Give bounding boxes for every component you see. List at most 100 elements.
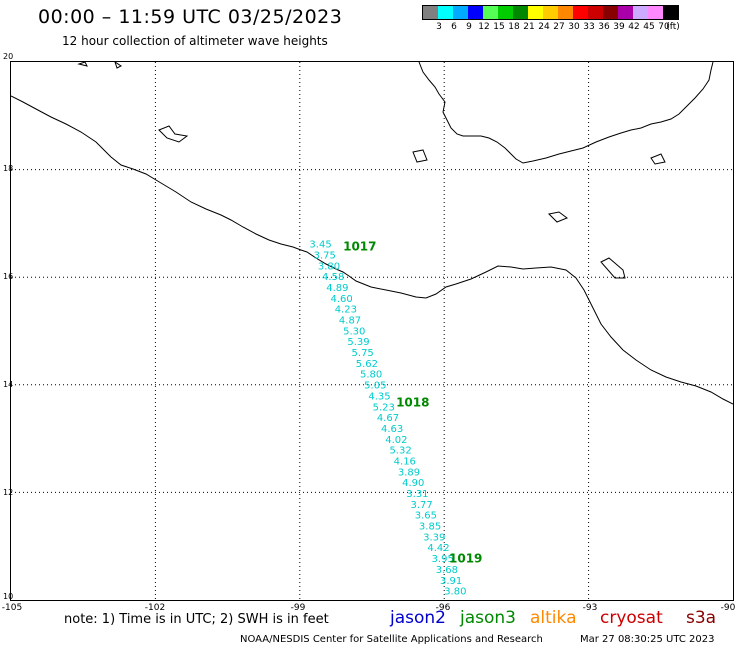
footer-timestamp: Mar 27 08:30:25 UTC 2023 xyxy=(580,634,715,645)
color-scale: 3 6 9 12 15 18 21 24 27 30 33 36 39 42 45 70 (ft) xyxy=(422,5,680,34)
color-swatch xyxy=(558,6,573,19)
color-swatch xyxy=(498,6,513,19)
lat-label-16: 16 xyxy=(3,272,14,281)
color-swatch xyxy=(483,6,498,19)
color-scale-label: 42 xyxy=(628,22,640,32)
color-scale-label: 33 xyxy=(583,22,595,32)
lon-label-90: -90 xyxy=(720,603,736,613)
color-swatch xyxy=(573,6,588,19)
lat-label-20: 20 xyxy=(3,52,14,61)
color-scale-label: 15 xyxy=(493,22,505,32)
lat-label-10: 10 xyxy=(3,592,14,601)
color-scale-label: 18 xyxy=(508,22,520,32)
lon-label-96: -96 xyxy=(435,603,451,613)
wave-height-label: 5.62 xyxy=(356,359,378,370)
wave-height-label: 3.68 xyxy=(436,565,458,576)
color-scale-swatches xyxy=(422,5,679,20)
legend-jason2: jason2 xyxy=(390,608,446,628)
wave-height-label: 3.45 xyxy=(309,240,331,251)
wave-height-label: 4.16 xyxy=(394,456,416,467)
legend-s3a: s3a xyxy=(686,608,717,628)
wave-height-label: 3.91 xyxy=(440,576,462,587)
color-swatch xyxy=(603,6,618,19)
color-swatch xyxy=(453,6,468,19)
wave-height-label: 5.30 xyxy=(343,326,365,337)
color-swatch xyxy=(618,6,633,19)
wave-height-label: 5.75 xyxy=(352,348,374,359)
wave-height-label: 3.85 xyxy=(419,522,441,533)
wave-height-label: 5.32 xyxy=(389,446,411,457)
color-swatch xyxy=(648,6,663,19)
pacific-coastline xyxy=(10,95,734,405)
wave-height-label: 3.80 xyxy=(318,261,340,272)
wave-height-label: 4.60 xyxy=(330,294,352,305)
legend-jason3: jason3 xyxy=(460,608,516,628)
color-scale-label: 36 xyxy=(598,22,610,32)
map-canvas: 3.453.753.804.584.894.604.234.875.305.39… xyxy=(10,60,734,600)
wave-height-label: 3.65 xyxy=(415,511,437,522)
color-swatch xyxy=(423,6,438,19)
color-scale-label: 9 xyxy=(466,22,472,32)
wave-height-label: 3.31 xyxy=(406,489,428,500)
color-swatch xyxy=(543,6,558,19)
color-swatch xyxy=(633,6,648,19)
color-scale-label: 21 xyxy=(523,22,535,32)
legend-altika: altika xyxy=(530,608,577,628)
wave-height-label: 4.90 xyxy=(402,478,424,489)
wave-height-label: 4.87 xyxy=(339,316,361,327)
footer-credit: NOAA/NESDIS Center for Satellite Applica… xyxy=(240,634,543,645)
wave-height-label: 4.89 xyxy=(326,283,348,294)
wave-height-label: 5.05 xyxy=(364,381,386,392)
color-scale-label: 45 xyxy=(643,22,655,32)
pass-time-label: 1018 xyxy=(396,395,429,409)
wave-height-label: 5.80 xyxy=(360,370,382,381)
color-swatch xyxy=(468,6,483,19)
wave-height-label: 4.02 xyxy=(385,435,407,446)
map-title: 00:00 – 11:59 UTC 03/25/2023 xyxy=(38,6,343,28)
wave-height-label: 5.23 xyxy=(373,402,395,413)
color-scale-unit: (ft) xyxy=(666,22,680,32)
lat-label-18: 18 xyxy=(3,164,14,173)
lon-label-102: -102 xyxy=(144,603,166,613)
wave-height-label: 4.42 xyxy=(427,543,449,554)
wave-height-label: 4.35 xyxy=(368,391,390,402)
wave-height-label: 3.95 xyxy=(432,554,454,565)
wave-height-label: 3.39 xyxy=(423,532,445,543)
color-swatch xyxy=(663,6,678,19)
gulf-coastline xyxy=(418,61,714,164)
altimeter-track: 3.453.753.804.584.894.604.234.875.305.39… xyxy=(309,240,466,598)
lon-label-93: -93 xyxy=(582,603,598,613)
wave-height-label: 5.39 xyxy=(347,337,369,348)
lat-label-12: 12 xyxy=(3,488,14,497)
color-swatch xyxy=(438,6,453,19)
color-scale-label: 24 xyxy=(538,22,550,32)
lon-label-99: -99 xyxy=(290,603,306,613)
wave-height-label: 4.58 xyxy=(322,272,344,283)
color-scale-label: 70 xyxy=(658,22,670,32)
island-outlines xyxy=(77,60,666,279)
wave-height-label: 4.67 xyxy=(377,413,399,424)
color-scale-label: 12 xyxy=(478,22,490,32)
footer-note: note: 1) Time is in UTC; 2) SWH is in fe… xyxy=(64,612,329,627)
color-swatch xyxy=(588,6,603,19)
time-labels: 1017 1018 1019 xyxy=(343,239,482,565)
color-scale-label: 3 xyxy=(436,22,442,32)
wave-height-label: 3.80 xyxy=(444,587,466,598)
pass-time-label: 1019 xyxy=(449,551,482,565)
legend-cryosat: cryosat xyxy=(600,608,663,628)
color-scale-labels: 3 6 9 12 15 18 21 24 27 30 33 36 39 42 45 70 (ft) xyxy=(422,20,680,34)
map-subtitle: 12 hour collection of altimeter wave hei… xyxy=(62,34,328,48)
graticule xyxy=(11,62,733,600)
color-scale-label: 6 xyxy=(451,22,457,32)
wave-height-label: 3.89 xyxy=(398,467,420,478)
color-scale-label: 30 xyxy=(568,22,580,32)
wave-height-label: 3.75 xyxy=(314,250,336,261)
map-frame: 3.45 3.75 3.80 4.58 4.89 4.60 4.23 4.87 5.30 5.39… xyxy=(10,60,734,601)
color-swatch xyxy=(528,6,543,19)
wave-height-label: 4.23 xyxy=(335,305,357,316)
color-scale-label: 39 xyxy=(613,22,625,32)
color-swatch xyxy=(513,6,528,19)
wave-height-label: 3.77 xyxy=(411,500,433,511)
lon-label-105: -105 xyxy=(1,603,23,613)
pass-time-label: 1017 xyxy=(343,239,376,253)
